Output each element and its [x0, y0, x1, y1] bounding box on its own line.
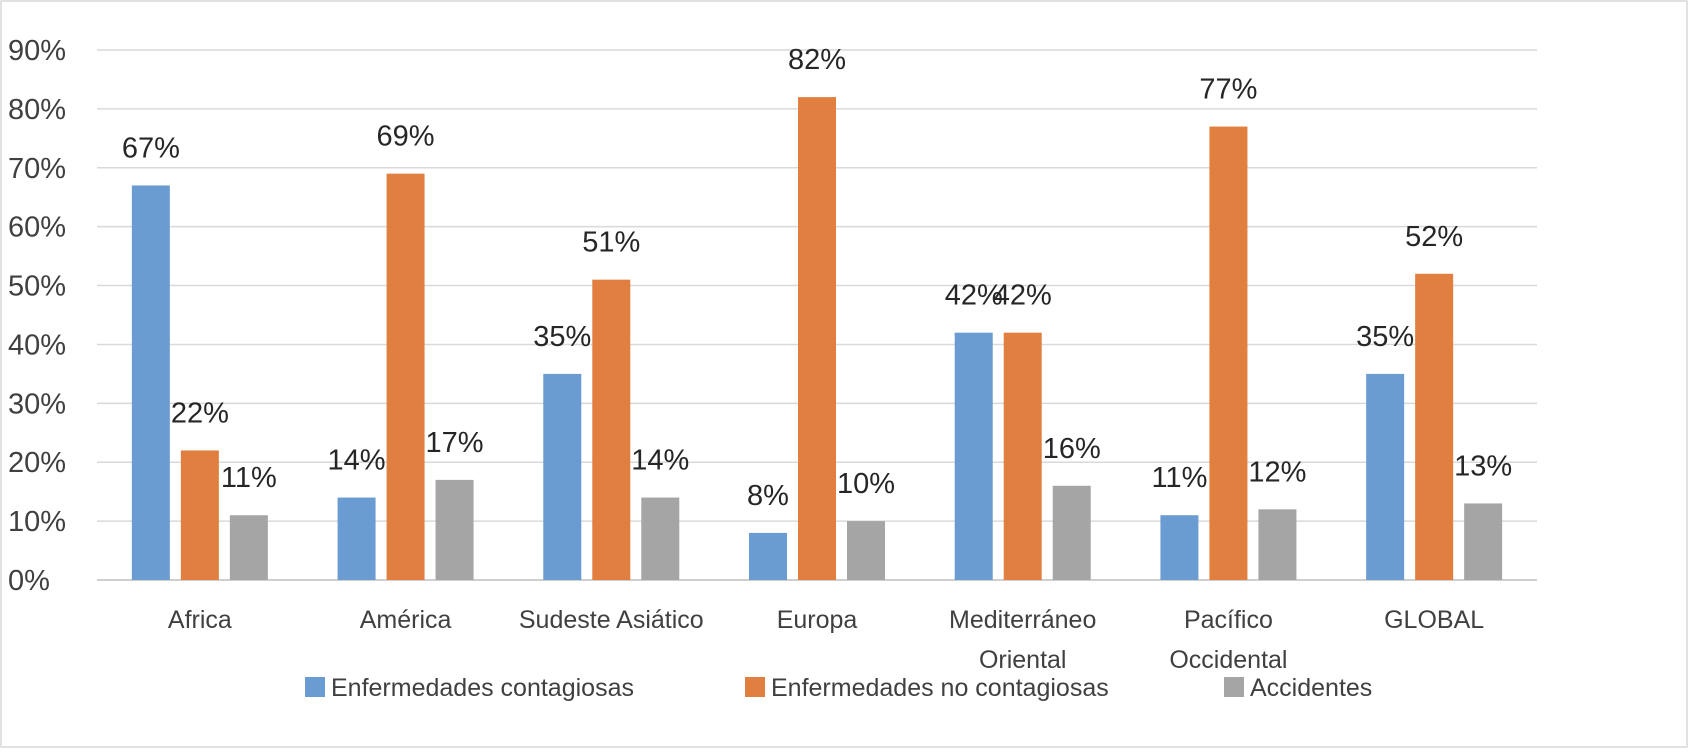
bar	[1366, 373, 1405, 580]
x-axis: Africa América Sudeste Asiático Europa Medit…	[168, 606, 1484, 674]
bar	[543, 373, 582, 580]
y-axis: 0% 10% 20% 30% 40% 50% 60% 70% 80% 90%	[8, 35, 66, 597]
bar	[1003, 332, 1042, 580]
data-label: 22%	[171, 397, 229, 429]
y-tick-label: 60%	[8, 212, 66, 244]
legend-item: Enfermedades no contagiosas	[745, 674, 1109, 702]
x-tick-label: Occidental	[1169, 646, 1287, 674]
bar	[1464, 503, 1503, 580]
data-label: 67%	[122, 132, 180, 164]
data-label: 14%	[631, 445, 689, 477]
x-tick-label: GLOBAL	[1384, 606, 1484, 634]
legend-label: Enfermedades contagiosas	[331, 674, 634, 702]
bar	[229, 515, 268, 580]
bar	[131, 185, 170, 580]
bar	[592, 279, 631, 580]
legend-label: Enfermedades no contagiosas	[771, 674, 1109, 702]
x-tick-label: Pacífico	[1184, 606, 1273, 634]
bar	[1160, 515, 1199, 580]
data-label: 51%	[582, 227, 640, 259]
legend-swatch	[1224, 677, 1244, 697]
y-tick-label: 80%	[8, 94, 66, 126]
data-label: 82%	[788, 44, 846, 76]
y-tick-label: 0%	[8, 565, 50, 597]
legend-label: Accidentes	[1250, 674, 1372, 702]
bar	[1258, 509, 1297, 580]
y-tick-label: 30%	[8, 388, 66, 420]
bar	[1209, 126, 1248, 581]
bar	[180, 450, 219, 580]
data-label: 42%	[994, 280, 1052, 312]
data-label: 11%	[221, 462, 277, 494]
data-label: 52%	[1405, 221, 1463, 253]
data-label: 8%	[747, 480, 789, 512]
legend-item: Enfermedades contagiosas	[305, 674, 634, 702]
data-label: 14%	[328, 445, 386, 477]
data-label: 13%	[1454, 450, 1512, 482]
data-label: 11%	[1151, 462, 1207, 494]
data-label: 17%	[426, 427, 484, 459]
bar	[386, 173, 425, 580]
x-tick-label: Africa	[168, 606, 232, 634]
legend: Enfermedades contagiosas Enfermedades no …	[305, 674, 1372, 702]
x-tick-label: Oriental	[979, 646, 1067, 674]
bar	[847, 521, 885, 580]
data-label: 12%	[1248, 456, 1306, 488]
data-label: 10%	[837, 468, 895, 500]
bar	[337, 497, 376, 580]
data-labels: 67% 22% 11% 14% 69% 17% 35% 51% 14% 8% 82% 10% 42%42…	[122, 44, 1512, 512]
data-label: 77%	[1199, 74, 1257, 106]
y-tick-label: 10%	[8, 506, 66, 538]
y-tick-label: 90%	[8, 35, 66, 67]
y-tick-label: 70%	[8, 153, 66, 185]
bars	[131, 97, 1503, 581]
bar	[1415, 273, 1454, 580]
data-label: 35%	[533, 321, 591, 353]
data-label: 16%	[1043, 433, 1101, 465]
bar	[1052, 485, 1091, 580]
bar	[798, 97, 836, 580]
y-tick-label: 20%	[8, 447, 66, 479]
x-tick-label: Mediterráneo	[949, 606, 1096, 634]
data-label: 42%	[945, 280, 1003, 312]
data-label: 35%	[1356, 321, 1414, 353]
y-tick-label: 50%	[8, 271, 66, 303]
bar	[954, 332, 993, 580]
y-tick-label: 40%	[8, 329, 66, 361]
bar	[641, 497, 680, 580]
bar	[435, 479, 474, 580]
x-tick-label: Europa	[777, 606, 858, 634]
data-label: 69%	[377, 121, 435, 153]
bar	[749, 532, 787, 580]
legend-item: Accidentes	[1224, 674, 1372, 702]
x-tick-label: Sudeste Asiático	[519, 606, 704, 634]
legend-swatch	[305, 677, 325, 697]
legend-swatch	[745, 677, 765, 697]
x-tick-label: América	[360, 606, 452, 634]
